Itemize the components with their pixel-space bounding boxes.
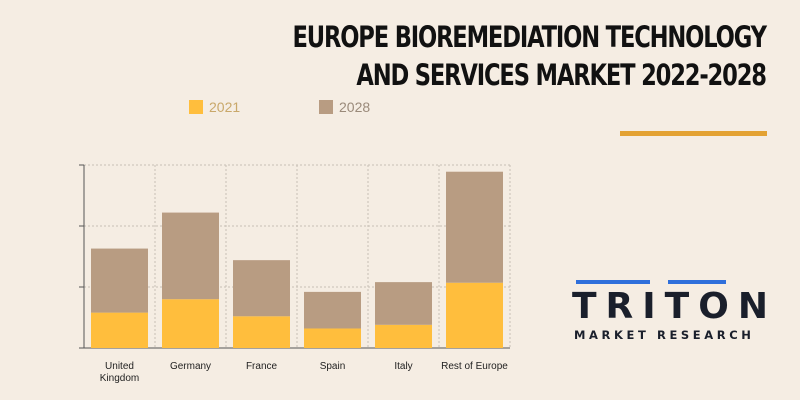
x-tick-label-italy: Italy <box>394 361 412 372</box>
chart-title: EUROPE BIOREMEDIATION TECHNOLOGY AND SER… <box>292 18 768 94</box>
bar-2028-italy <box>375 282 432 325</box>
triton-logo: TRITON MARKET RESEARCH <box>572 280 768 350</box>
bar-2028-germany <box>162 212 219 300</box>
chart-title-line-1: EUROPE BIOREMEDIATION TECHNOLOGY <box>292 20 768 54</box>
logo-subtitle: MARKET RESEARCH <box>574 328 755 342</box>
logo-wordmark: TRITON <box>572 286 777 327</box>
bar-2021-italy <box>375 324 432 348</box>
bar-2021-rest-of-europe <box>446 282 503 348</box>
legend-swatch-2021 <box>189 100 203 114</box>
legend-swatch-2028 <box>319 100 333 114</box>
x-tick-label-germany: Germany <box>170 361 211 372</box>
bar-2028-spain <box>304 291 361 329</box>
bar-2028-france <box>233 260 290 317</box>
chart-title-line-2: AND SERVICES MARKET 2022-2028 <box>356 58 768 92</box>
x-tick-label-france: France <box>246 361 278 372</box>
x-tick-label-spain: Spain <box>320 361 346 372</box>
bar-2028-rest-of-europe <box>446 171 503 283</box>
bar-2021-germany <box>162 299 219 348</box>
bar-2028-united-kingdom <box>91 248 148 313</box>
x-tick-label-united-kingdom: United Kingdom <box>100 361 139 384</box>
bar-2021-france <box>233 316 290 348</box>
logo-bar-right <box>668 280 726 284</box>
chart-legend: 2021 2028 <box>0 99 800 119</box>
legend-label-2021: 2021 <box>209 99 241 115</box>
x-tick-label-rest-of-europe: Rest of Europe <box>441 361 508 372</box>
bar-2021-spain <box>304 328 361 348</box>
bar-2021-united-kingdom <box>91 312 148 348</box>
title-accent-bar <box>620 131 767 136</box>
legend-item-2028: 2028 <box>319 99 370 115</box>
legend-item-2021: 2021 <box>189 99 240 115</box>
legend-label-2028: 2028 <box>339 99 371 115</box>
logo-bar-left <box>576 280 650 284</box>
